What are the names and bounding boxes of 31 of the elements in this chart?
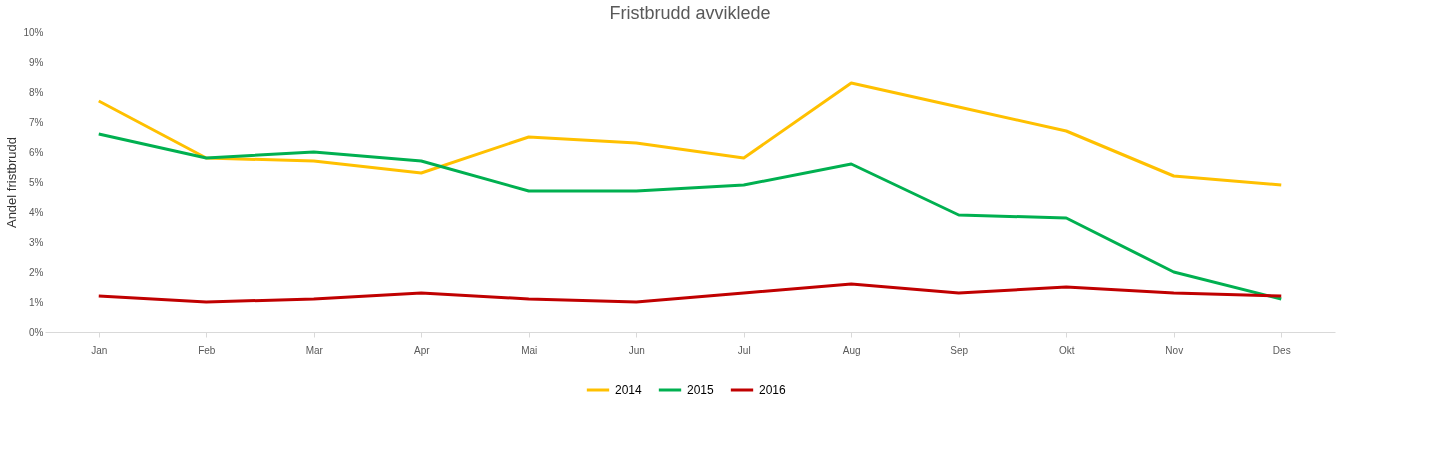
y-tick-label: 4% xyxy=(29,206,44,218)
x-tick-label: Apr xyxy=(413,344,431,356)
x-tick-label: Mai xyxy=(521,344,538,356)
y-tick-label: 7% xyxy=(29,116,44,128)
x-tick-label: Mar xyxy=(305,344,324,356)
y-axis-title: Andel fristbrudd xyxy=(4,136,20,229)
legend-label: 2016 xyxy=(759,383,787,397)
x-tick-label: Okt xyxy=(1058,344,1075,356)
y-tick-label: 6% xyxy=(29,146,44,158)
x-tick-label: Feb xyxy=(198,344,216,356)
x-tick-label: Des xyxy=(1272,344,1291,356)
chart-title: Fristbrudd avviklede xyxy=(609,3,771,23)
y-tick-label: 0% xyxy=(29,326,44,338)
line-series xyxy=(97,132,1283,301)
x-tick-label: Aug xyxy=(842,344,861,356)
x-tick-label: Jul xyxy=(737,344,751,356)
x-tick-label: Jan xyxy=(91,344,108,356)
y-tick-label: 2% xyxy=(29,266,44,278)
line-series xyxy=(97,81,1283,187)
x-tick-label: Sep xyxy=(950,344,969,356)
y-tick-label: 9% xyxy=(29,56,44,68)
legend-label: 2015 xyxy=(687,383,715,397)
y-tick-label: 10% xyxy=(23,26,44,38)
y-tick-label: 8% xyxy=(29,86,44,98)
line-series xyxy=(97,282,1283,304)
legend-label: 2014 xyxy=(615,383,643,397)
y-tick-label: 3% xyxy=(29,236,44,248)
y-tick-label: 5% xyxy=(29,176,44,188)
x-tick-label: Jun xyxy=(628,344,645,356)
x-tick-label: Nov xyxy=(1165,344,1184,356)
y-tick-label: 1% xyxy=(29,296,44,308)
